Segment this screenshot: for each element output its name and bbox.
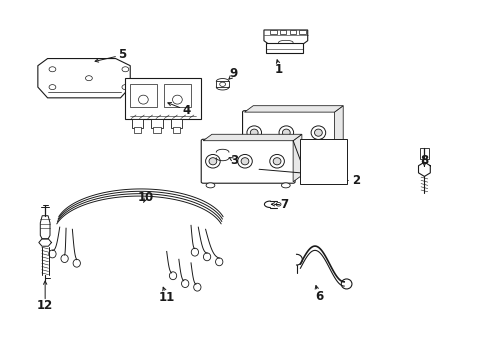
Ellipse shape xyxy=(215,258,223,266)
Ellipse shape xyxy=(208,158,216,165)
Ellipse shape xyxy=(237,154,252,168)
Ellipse shape xyxy=(278,40,292,45)
Bar xyxy=(170,119,182,128)
Circle shape xyxy=(276,203,281,206)
Ellipse shape xyxy=(314,129,322,136)
Text: 10: 10 xyxy=(138,191,154,204)
Text: 6: 6 xyxy=(315,289,324,303)
Circle shape xyxy=(85,76,92,81)
Bar xyxy=(266,43,302,53)
Polygon shape xyxy=(40,216,50,239)
Text: 8: 8 xyxy=(419,154,427,167)
Bar xyxy=(299,30,305,33)
Circle shape xyxy=(122,85,128,90)
Polygon shape xyxy=(203,134,301,141)
Ellipse shape xyxy=(169,272,176,280)
Bar xyxy=(216,152,228,158)
Polygon shape xyxy=(334,106,343,153)
Ellipse shape xyxy=(310,126,325,139)
Ellipse shape xyxy=(322,154,331,159)
Bar xyxy=(216,81,228,87)
Ellipse shape xyxy=(281,183,289,188)
Ellipse shape xyxy=(279,126,293,139)
Polygon shape xyxy=(264,30,307,44)
Circle shape xyxy=(49,67,56,72)
Ellipse shape xyxy=(73,259,80,267)
Bar xyxy=(151,119,163,128)
Ellipse shape xyxy=(241,158,248,165)
Ellipse shape xyxy=(273,158,281,165)
Ellipse shape xyxy=(172,95,182,104)
Circle shape xyxy=(122,67,128,72)
Text: 11: 11 xyxy=(158,291,175,304)
Bar xyxy=(289,30,295,33)
Polygon shape xyxy=(244,106,343,112)
FancyBboxPatch shape xyxy=(201,139,294,183)
FancyBboxPatch shape xyxy=(242,111,336,155)
Ellipse shape xyxy=(341,279,351,289)
Bar xyxy=(133,127,141,133)
Text: 3: 3 xyxy=(229,154,237,167)
Ellipse shape xyxy=(205,154,220,168)
Ellipse shape xyxy=(246,126,261,139)
Text: 4: 4 xyxy=(182,104,190,117)
Ellipse shape xyxy=(247,154,256,159)
Ellipse shape xyxy=(203,253,210,261)
Bar xyxy=(300,139,346,184)
Ellipse shape xyxy=(250,129,258,136)
Bar xyxy=(125,78,201,119)
Bar xyxy=(130,84,157,107)
Text: 12: 12 xyxy=(37,299,53,312)
Text: 7: 7 xyxy=(280,198,288,211)
Text: 9: 9 xyxy=(229,67,238,80)
Ellipse shape xyxy=(205,183,214,188)
Ellipse shape xyxy=(61,255,68,262)
Bar xyxy=(153,127,161,133)
Text: 2: 2 xyxy=(351,174,360,186)
Bar xyxy=(164,84,191,107)
Bar xyxy=(280,30,286,33)
Ellipse shape xyxy=(269,154,284,168)
Bar xyxy=(270,30,276,33)
Bar xyxy=(172,127,180,133)
Ellipse shape xyxy=(191,248,198,256)
Bar xyxy=(419,148,428,158)
Ellipse shape xyxy=(49,250,56,258)
Polygon shape xyxy=(292,134,301,182)
Text: 5: 5 xyxy=(118,48,126,61)
Ellipse shape xyxy=(138,95,148,104)
Polygon shape xyxy=(38,59,130,98)
Ellipse shape xyxy=(193,283,201,291)
Circle shape xyxy=(49,85,56,90)
Circle shape xyxy=(219,82,225,86)
Ellipse shape xyxy=(181,280,188,288)
Bar xyxy=(131,119,143,128)
Circle shape xyxy=(219,153,225,157)
Text: 1: 1 xyxy=(274,63,282,76)
Ellipse shape xyxy=(282,129,289,136)
